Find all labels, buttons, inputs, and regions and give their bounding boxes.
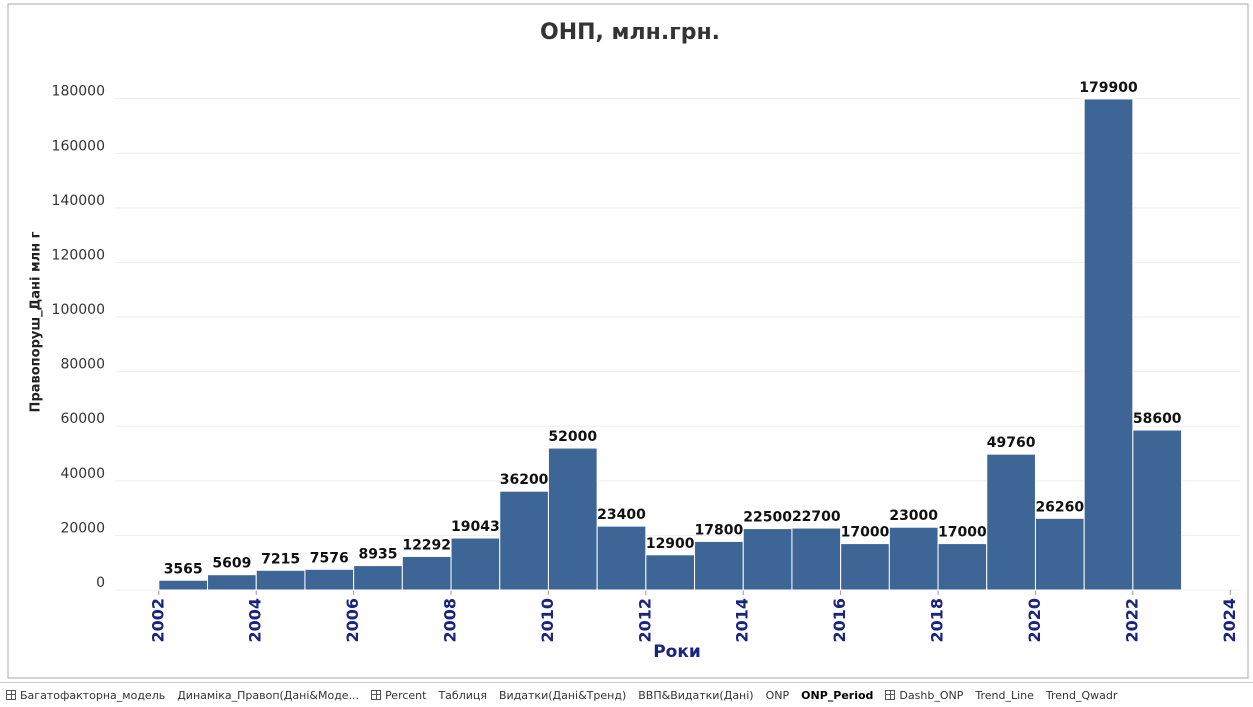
bar bbox=[1083, 98, 1134, 591]
y-tick-label: 120000 bbox=[52, 247, 105, 263]
tab[interactable]: Trend_Line bbox=[969, 689, 1040, 702]
data-label: 22500 bbox=[743, 510, 792, 526]
data-label: 12292 bbox=[402, 537, 451, 553]
bar bbox=[694, 540, 744, 591]
x-tick-label: 2002 bbox=[148, 598, 167, 643]
bar bbox=[401, 555, 452, 591]
y-tick-label: 60000 bbox=[60, 411, 105, 427]
bar bbox=[986, 453, 1036, 591]
x-tick-label: 2014 bbox=[733, 598, 752, 643]
y-tick-label: 100000 bbox=[52, 302, 105, 318]
x-axis-title: Роки bbox=[653, 642, 701, 662]
data-label: 8935 bbox=[359, 547, 398, 563]
tab[interactable]: Таблиця bbox=[432, 689, 493, 702]
x-tick-label: 2018 bbox=[928, 598, 947, 643]
tab-label: Trend_Line bbox=[975, 688, 1034, 702]
data-label: 58600 bbox=[1133, 411, 1182, 427]
bar bbox=[1034, 517, 1085, 591]
bar bbox=[645, 554, 696, 591]
tab[interactable]: Trend_Qwadr bbox=[1040, 689, 1124, 702]
bar bbox=[207, 574, 257, 591]
x-tick-label: 2022 bbox=[1122, 598, 1141, 643]
tab[interactable]: Dashb_ONP bbox=[879, 689, 969, 702]
bar bbox=[1132, 429, 1183, 591]
y-tick-label: 20000 bbox=[60, 520, 105, 536]
data-label: 12900 bbox=[646, 536, 695, 552]
data-label: 36200 bbox=[500, 472, 549, 488]
tab[interactable]: ВВП&Видатки(Дані) bbox=[632, 689, 759, 702]
chart-title: ОНП, млн.грн. bbox=[540, 20, 720, 45]
tab[interactable]: Динаміка_Правоп(Дані&Моде... bbox=[171, 689, 365, 702]
bar bbox=[499, 490, 549, 591]
y-tick-label: 40000 bbox=[60, 466, 105, 482]
data-label: 23000 bbox=[889, 508, 938, 524]
bar bbox=[888, 526, 939, 591]
tab-label: Dashb_ONP bbox=[899, 688, 964, 702]
tab-label: Trend_Qwadr bbox=[1045, 688, 1118, 702]
x-tick-label: 2010 bbox=[538, 598, 557, 643]
tab[interactable]: Percent bbox=[365, 689, 432, 702]
bar bbox=[353, 565, 403, 591]
tab-label: ONP_Period bbox=[801, 688, 874, 702]
sheet-tabs: Багатофакторна_модель Динаміка_Правоп(Да… bbox=[0, 682, 1253, 707]
data-label: 17000 bbox=[841, 525, 890, 541]
data-label: 23400 bbox=[597, 507, 646, 523]
data-label: 26260 bbox=[1035, 499, 1084, 515]
x-tick-label: 2004 bbox=[246, 598, 265, 643]
tab[interactable]: Видатки(Дані&Тренд) bbox=[493, 689, 632, 702]
y-tick-label: 180000 bbox=[52, 84, 105, 100]
y-tick-label: 80000 bbox=[60, 357, 105, 373]
x-tick-label: 2024 bbox=[1220, 598, 1239, 643]
tab-label: Видатки(Дані&Тренд) bbox=[498, 688, 627, 702]
y-axis-title: Правопоруш_Дані млн г bbox=[29, 231, 44, 412]
bar bbox=[255, 569, 306, 591]
tab-label: ONP bbox=[765, 688, 790, 702]
bar bbox=[596, 525, 647, 591]
data-label: 7576 bbox=[310, 550, 349, 566]
data-label: 49760 bbox=[987, 435, 1036, 451]
data-label: 52000 bbox=[548, 429, 597, 445]
tab-label: ВВП&Видатки(Дані) bbox=[638, 688, 754, 702]
data-label: 179900 bbox=[1079, 80, 1138, 96]
tab-label: Percent bbox=[385, 688, 427, 702]
data-label: 5609 bbox=[212, 556, 251, 572]
bar bbox=[304, 568, 355, 591]
x-tick-label: 2012 bbox=[635, 598, 654, 643]
bar bbox=[791, 527, 842, 591]
bar bbox=[840, 543, 890, 591]
bar bbox=[937, 543, 988, 591]
data-label: 19043 bbox=[451, 519, 500, 535]
y-tick-label: 160000 bbox=[52, 138, 105, 154]
bar bbox=[158, 579, 209, 591]
y-tick-label: 0 bbox=[96, 575, 105, 591]
data-label: 22700 bbox=[792, 509, 841, 525]
bar bbox=[742, 528, 793, 591]
x-tick-label: 2006 bbox=[343, 598, 362, 643]
bar bbox=[547, 447, 598, 591]
data-label: 3565 bbox=[164, 561, 203, 577]
y-tick-label: 140000 bbox=[52, 193, 105, 209]
data-label: 7215 bbox=[261, 551, 300, 567]
data-label: 17000 bbox=[938, 525, 987, 541]
tab[interactable]: Багатофакторна_модель bbox=[0, 689, 171, 702]
chart: ОНП, млн.грн. Правопоруш_Дані млн г Роки… bbox=[7, 3, 1249, 679]
x-tick-label: 2008 bbox=[441, 598, 460, 643]
tab-label: Динаміка_Правоп(Дані&Моде... bbox=[177, 688, 360, 702]
tab-label: Багатофакторна_модель bbox=[20, 688, 166, 702]
tab[interactable]: ONP_Period bbox=[795, 689, 879, 702]
data-label: 17800 bbox=[695, 522, 744, 538]
x-tick-label: 2020 bbox=[1025, 598, 1044, 643]
x-tick-label: 2016 bbox=[830, 598, 849, 643]
tab[interactable]: ONP bbox=[760, 689, 796, 702]
frame bbox=[7, 3, 1249, 679]
tab-label: Таблиця bbox=[438, 688, 487, 702]
bar bbox=[450, 537, 501, 591]
